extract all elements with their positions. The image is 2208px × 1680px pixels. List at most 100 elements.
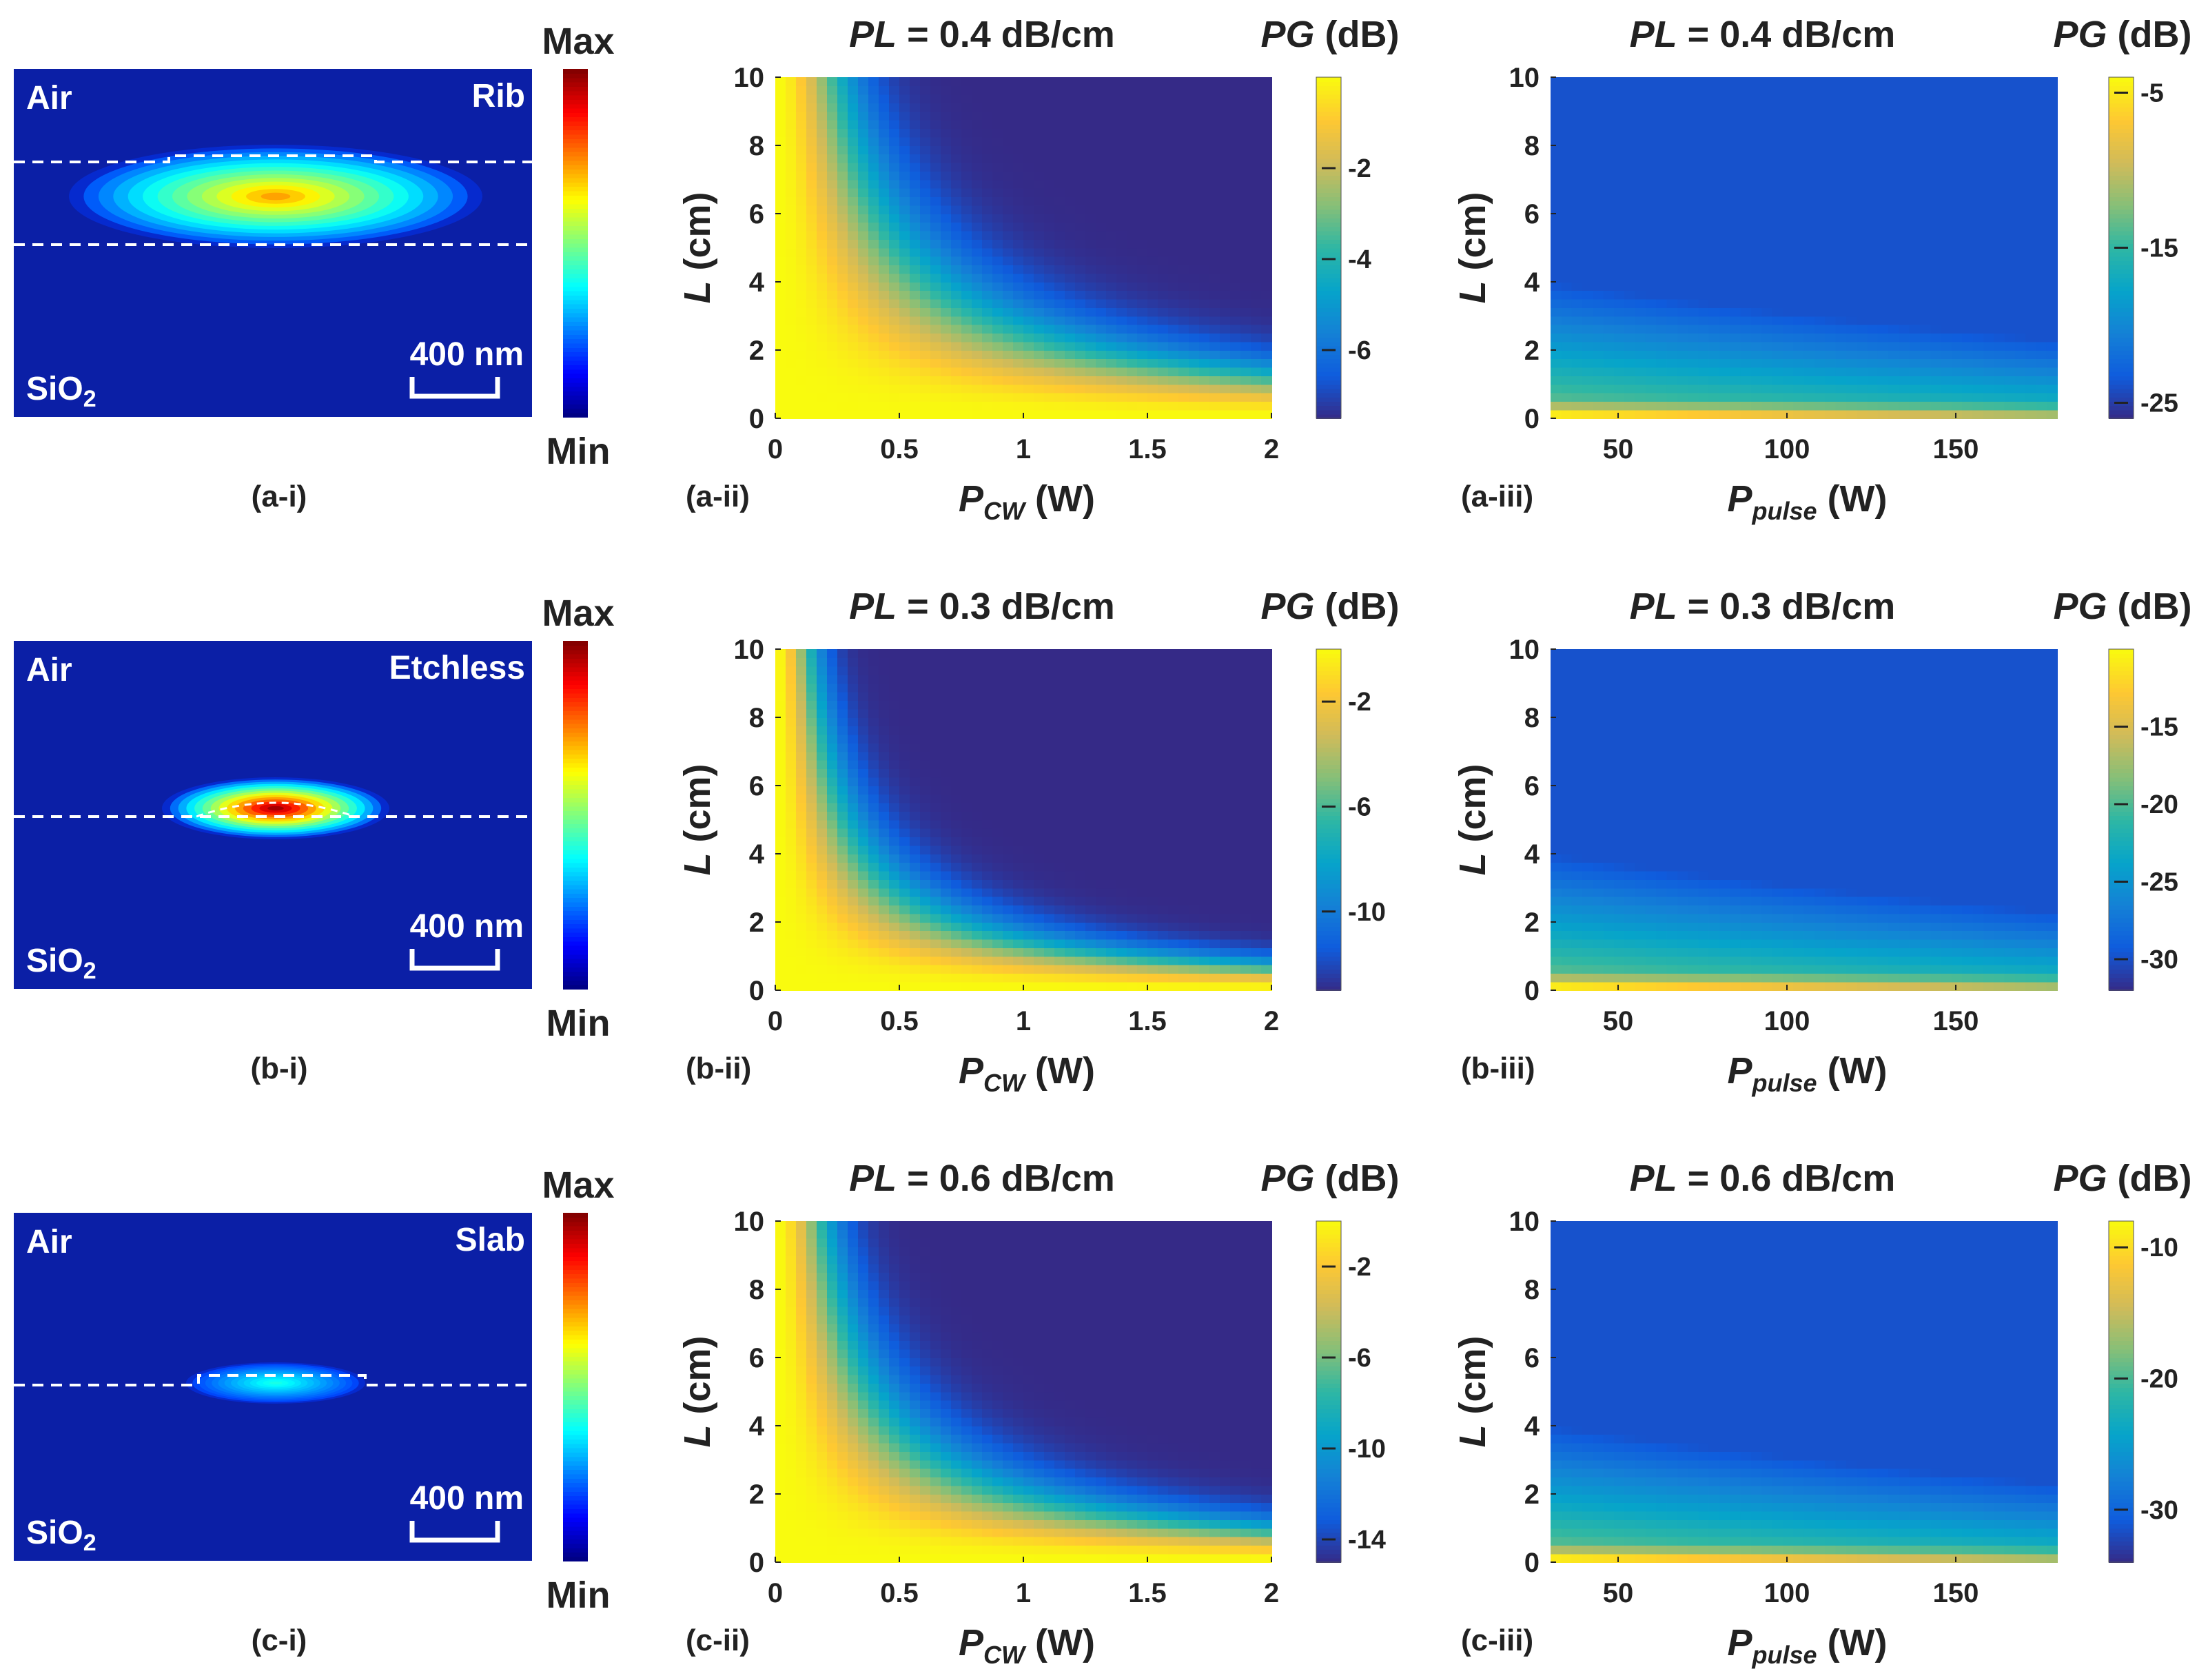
heatmap-cell <box>920 316 931 325</box>
heatmap-cell <box>1147 239 1158 249</box>
heatmap-cell <box>1571 256 1583 266</box>
heatmap-cell <box>1054 145 1065 155</box>
heatmap-cell <box>879 811 890 821</box>
heatmap-cell <box>1899 154 1910 163</box>
heatmap-cell <box>2025 298 2037 308</box>
heatmap-cell <box>1930 376 1942 385</box>
heatmap-cell <box>1127 367 1138 376</box>
heatmap-cell <box>2036 247 2047 257</box>
heatmap-cell <box>1582 307 1594 317</box>
heatmap-cell <box>1983 384 1994 393</box>
heatmap-cell <box>1561 350 1573 360</box>
heatmap-cell <box>796 187 807 198</box>
heatmap-cell <box>1054 273 1065 283</box>
heatmap-cell <box>941 828 952 838</box>
heatmap-cell <box>796 367 807 376</box>
heatmap-cell <box>1983 282 1994 291</box>
heatmap-cell <box>775 128 786 138</box>
heatmap-cell <box>1127 358 1138 368</box>
heatmap-cell <box>1251 119 1262 130</box>
heatmap-cell <box>1261 111 1272 121</box>
heatmap-cell <box>1085 222 1096 232</box>
heatmap-cell <box>1209 119 1220 130</box>
heatmap-cell <box>1941 205 1952 214</box>
heatmap-cell <box>1857 187 1868 198</box>
heatmap-cell <box>827 350 838 360</box>
heatmap-cell <box>1551 307 1562 317</box>
colorbar-segment <box>1316 380 1341 385</box>
heatmap-cell <box>1003 905 1014 914</box>
heatmap-cell <box>982 683 993 693</box>
colorbar-segment <box>1316 260 1341 266</box>
heatmap-cell <box>1158 376 1169 385</box>
heatmap-cell <box>817 154 828 163</box>
heatmap-cell <box>941 290 952 300</box>
heatmap-cell <box>1044 333 1055 342</box>
heatmap-cell <box>1719 265 1731 274</box>
heatmap-cell <box>1251 367 1262 376</box>
heatmap-cell <box>910 913 921 923</box>
heatmap-cell <box>1698 298 1710 308</box>
heatmap-cell <box>1761 77 1773 87</box>
heatmap-cell <box>1688 171 1699 181</box>
heatmap-cell <box>879 119 890 130</box>
heatmap-cell <box>848 187 859 198</box>
heatmap-cell <box>1930 316 1942 325</box>
heatmap-cell <box>1561 154 1573 163</box>
heatmap-cell <box>2025 358 2037 368</box>
heatmap-cell <box>1772 324 1783 334</box>
heatmap-cell <box>1251 350 1262 360</box>
heatmap-cell <box>1003 666 1014 675</box>
heatmap-cell <box>2025 230 2037 240</box>
heatmap-cell <box>1951 154 1963 163</box>
heatmap-cell <box>951 759 962 770</box>
heatmap-cell <box>879 708 890 718</box>
heatmap-cell <box>806 273 817 283</box>
heatmap-cell <box>879 786 890 795</box>
heatmap-cell <box>992 298 1003 308</box>
heatmap-cell <box>1593 136 1604 146</box>
heatmap-cell <box>1127 136 1138 146</box>
heatmap-cell <box>1698 384 1710 393</box>
heatmap-cell <box>1096 273 1107 283</box>
heatmap-cell <box>910 187 921 198</box>
heatmap-cell <box>992 128 1003 138</box>
heatmap-cell <box>1888 409 1900 419</box>
heatmap-cell <box>1044 341 1055 351</box>
heatmap-cell <box>1899 94 1910 103</box>
colorbar-segment <box>1316 209 1341 214</box>
heatmap-cell <box>1075 333 1086 342</box>
heatmap-cell <box>837 913 848 923</box>
heatmap-cell <box>775 947 786 957</box>
heatmap-cell <box>930 333 941 342</box>
heatmap-cell <box>1116 94 1127 103</box>
heatmap-cell <box>1003 358 1014 368</box>
heatmap-cell <box>972 845 983 854</box>
heatmap-cell <box>848 85 859 95</box>
heatmap-cell <box>775 657 786 667</box>
heatmap-cell <box>837 786 848 795</box>
heatmap-cell <box>1730 103 1741 112</box>
heatmap-cell <box>1793 222 1805 232</box>
heatmap-cell <box>910 675 921 684</box>
heatmap-cell <box>786 154 797 163</box>
heatmap-cell <box>2036 154 2047 163</box>
heatmap-cell <box>817 794 828 803</box>
colorbar-segment <box>2109 196 2134 202</box>
heatmap-cell <box>1877 239 1889 249</box>
heatmap-cell <box>1209 111 1220 121</box>
heatmap-cell <box>920 376 931 385</box>
heatmap-cell <box>868 282 879 291</box>
heatmap-cell <box>1730 409 1741 419</box>
heatmap-cell <box>1085 367 1096 376</box>
colorbar-segment <box>1316 77 1341 82</box>
colorbar-segment <box>2109 136 2134 142</box>
heatmap-cell <box>1782 171 1794 181</box>
heatmap-cell <box>817 905 828 914</box>
heatmap-cell <box>786 205 797 214</box>
heatmap-cell <box>1972 341 1984 351</box>
heatmap-cell <box>1137 333 1148 342</box>
heatmap-cell <box>1814 205 1826 214</box>
heatmap-cell <box>972 896 983 906</box>
heatmap-cell <box>1793 205 1805 214</box>
